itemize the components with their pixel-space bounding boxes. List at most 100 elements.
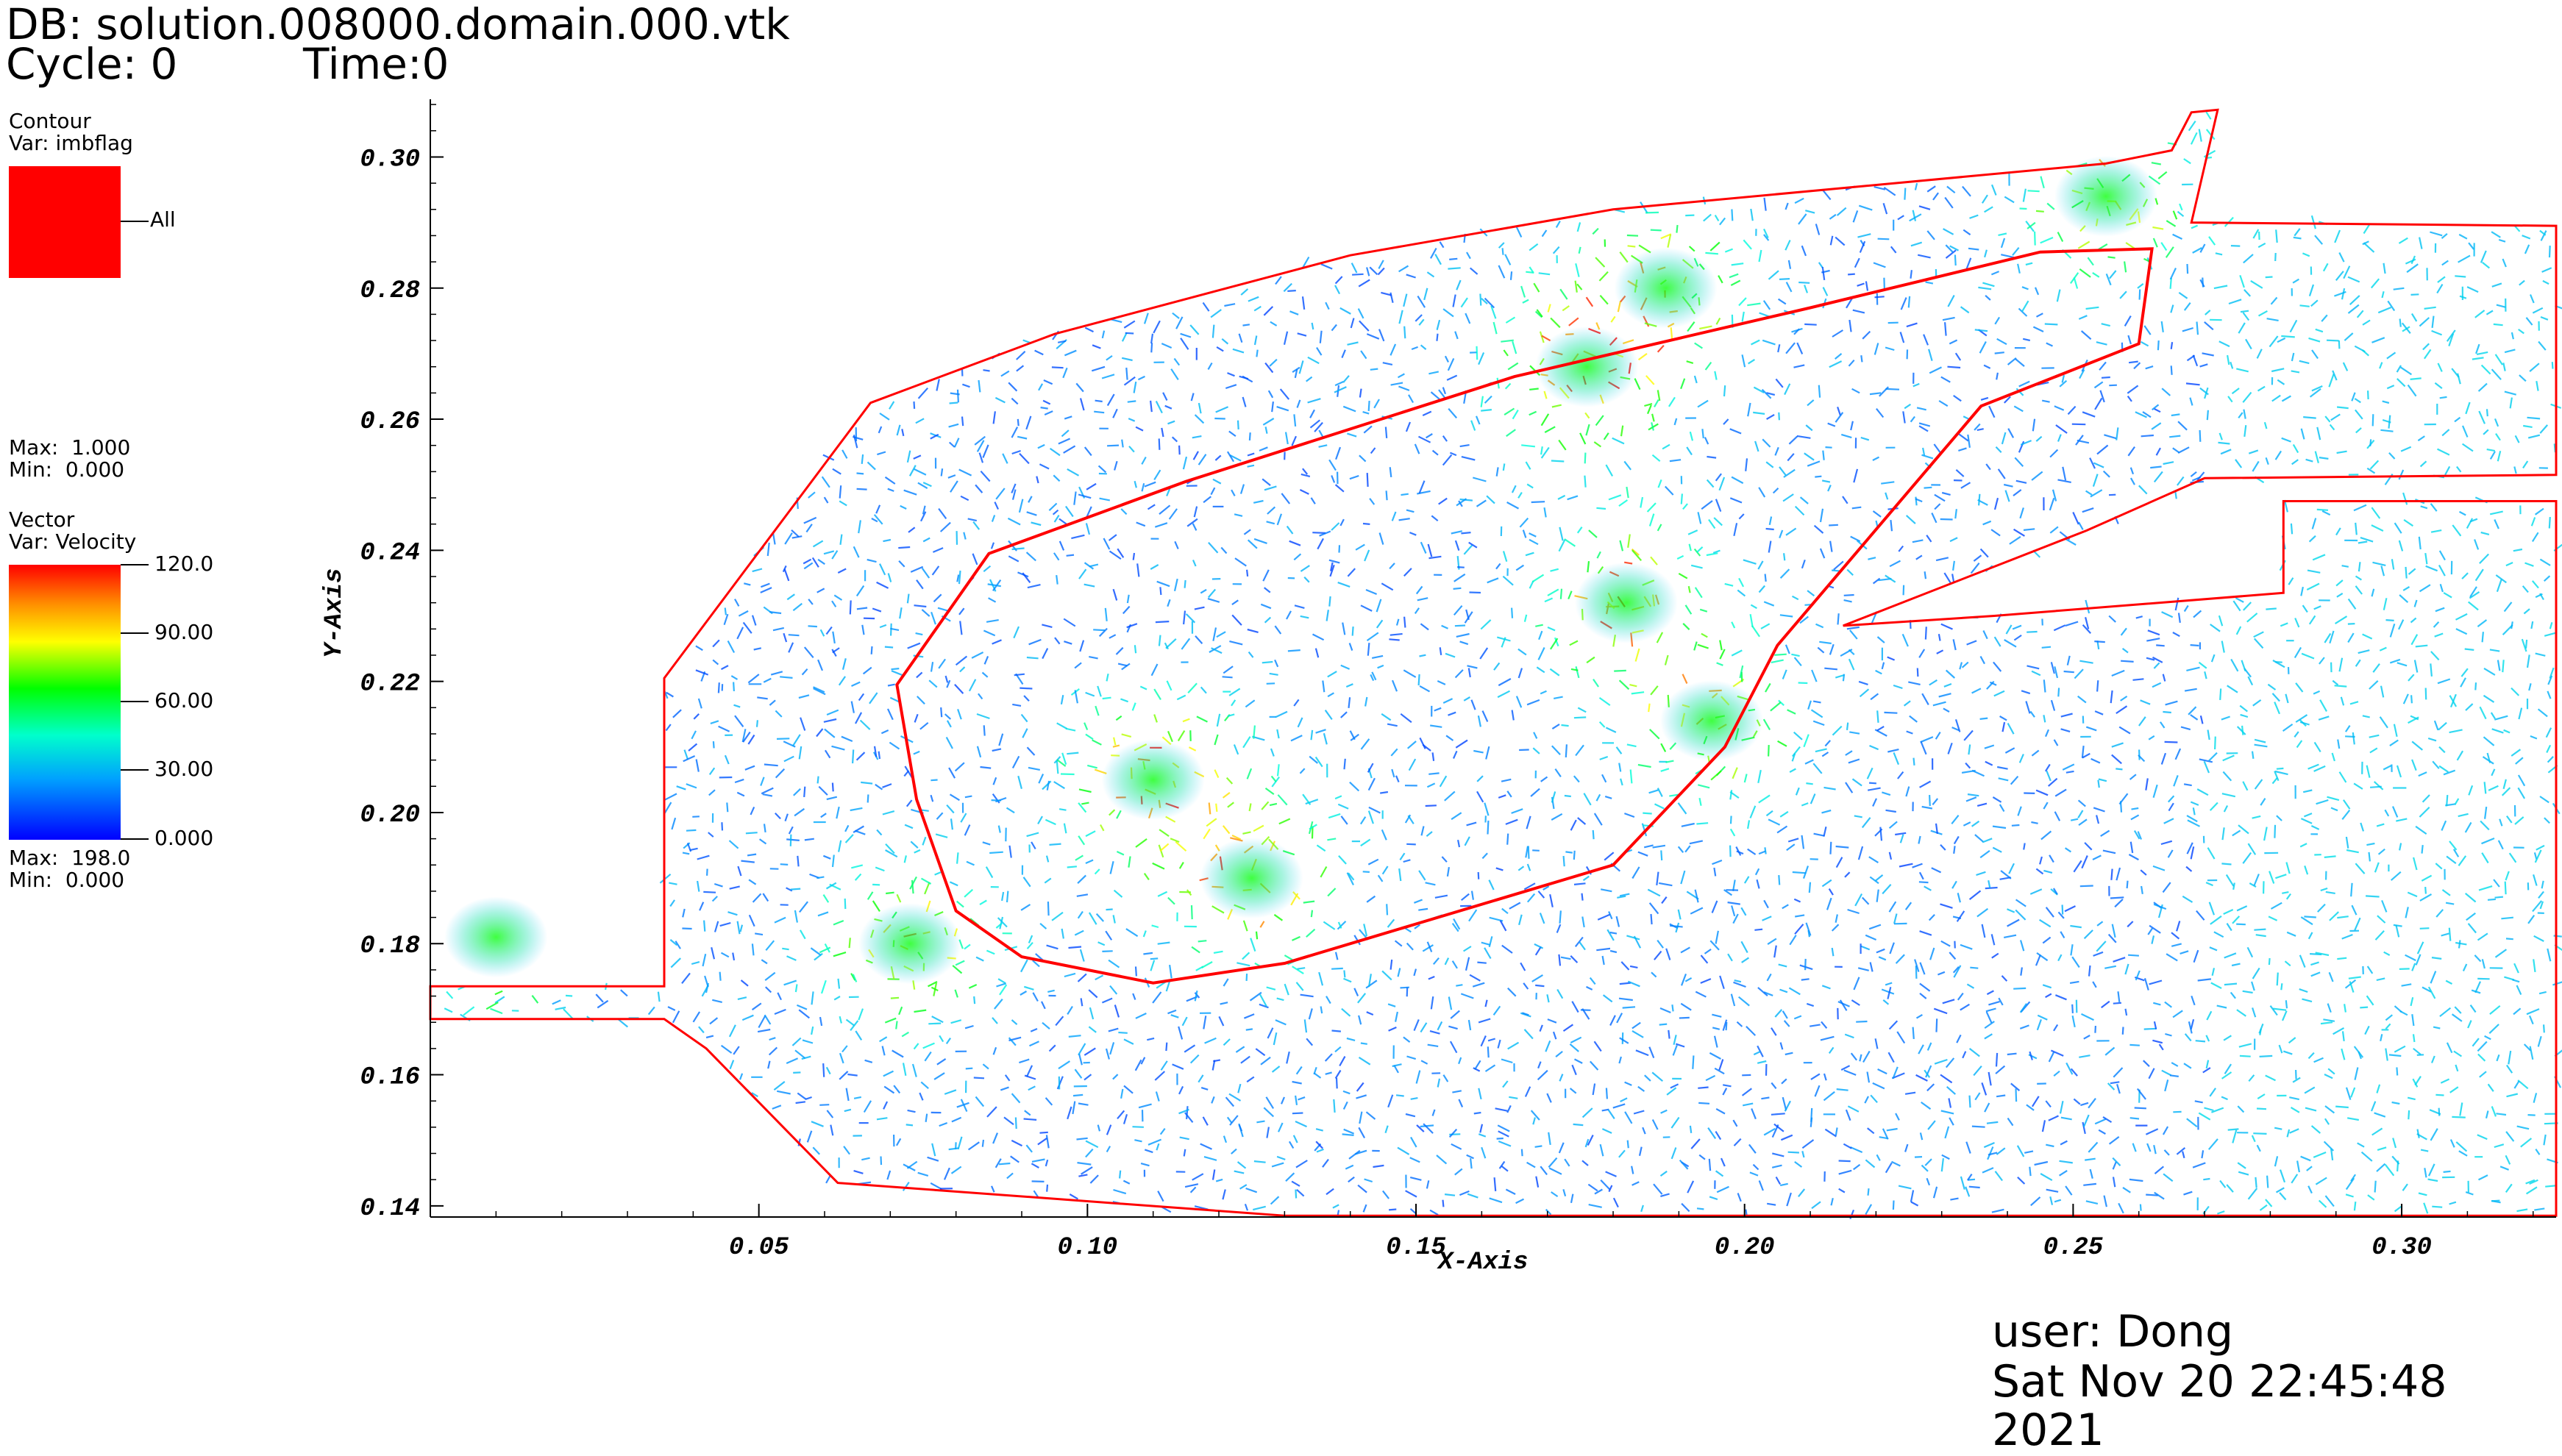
velocity-vector xyxy=(1200,1144,1212,1149)
velocity-vector xyxy=(1682,824,1695,827)
velocity-vector xyxy=(2444,593,2452,597)
velocity-vector xyxy=(2173,235,2182,239)
velocity-vector xyxy=(1538,1071,1548,1080)
velocity-vector xyxy=(1290,311,1299,315)
velocity-vector xyxy=(1324,733,1327,744)
velocity-vector xyxy=(889,743,899,749)
velocity-vector xyxy=(1254,1161,1266,1163)
velocity-vector xyxy=(1596,415,1604,426)
velocity-vector xyxy=(1785,240,1790,251)
velocity-vector xyxy=(2099,362,2106,370)
velocity-vector xyxy=(1903,634,1908,646)
velocity-vector xyxy=(1932,799,1937,804)
velocity-vector xyxy=(2035,288,2038,295)
velocity-vector xyxy=(1197,716,1208,721)
velocity-vector xyxy=(2243,313,2249,321)
velocity-vector xyxy=(975,485,982,493)
velocity-vector xyxy=(1600,698,1610,705)
velocity-vector xyxy=(1578,527,1582,533)
velocity-vector xyxy=(2299,989,2308,992)
velocity-vector xyxy=(868,794,869,802)
velocity-vector xyxy=(1121,509,1126,514)
velocity-vector xyxy=(1759,1181,1763,1191)
velocity-vector xyxy=(1804,453,1814,460)
velocity-vector xyxy=(2104,471,2110,477)
velocity-vector xyxy=(2082,746,2084,758)
velocity-vector xyxy=(691,962,700,964)
velocity-vector xyxy=(2491,713,2495,718)
velocity-vector xyxy=(2240,1056,2251,1057)
velocity-vector xyxy=(804,563,812,569)
velocity-vector xyxy=(1545,507,1546,517)
velocity-vector xyxy=(2389,453,2395,459)
velocity-vector xyxy=(2381,686,2383,698)
velocity-vector xyxy=(1229,641,1242,644)
velocity-vector xyxy=(1690,432,1693,440)
velocity-vector xyxy=(983,842,991,844)
velocity-vector xyxy=(2337,593,2343,597)
velocity-vector xyxy=(1390,467,1392,477)
velocity-vector xyxy=(1890,902,1896,912)
velocity-vector xyxy=(1366,980,1377,988)
velocity-vector xyxy=(2310,536,2316,542)
velocity-vector xyxy=(1494,1006,1501,1015)
velocity-vector xyxy=(1499,265,1505,278)
velocity-vector xyxy=(2095,711,2103,715)
velocity-vector xyxy=(754,648,761,649)
velocity-vector xyxy=(2329,374,2333,388)
velocity-vector xyxy=(2479,411,2485,424)
velocity-vector xyxy=(1078,1104,1089,1105)
velocity-vector xyxy=(1940,904,1953,907)
velocity-vector xyxy=(1031,1163,1039,1168)
velocity-vector xyxy=(2237,627,2241,635)
velocity-vector xyxy=(1465,837,1470,846)
velocity-vector xyxy=(2010,537,2021,544)
velocity-vector xyxy=(1007,808,1015,813)
velocity-vector xyxy=(1424,288,1427,300)
velocity-vector xyxy=(446,992,452,999)
velocity-vector xyxy=(1957,1035,1960,1043)
velocity-vector xyxy=(2121,628,2127,635)
velocity-vector xyxy=(840,485,841,498)
velocity-vector xyxy=(1576,666,1579,678)
velocity-vector xyxy=(1815,749,1827,752)
velocity-vector xyxy=(2500,1166,2509,1170)
velocity-vector xyxy=(2286,863,2289,874)
velocity-vector xyxy=(1369,778,1375,790)
velocity-vector xyxy=(1214,952,1223,953)
velocity-vector xyxy=(1336,485,1344,492)
velocity-vector xyxy=(956,657,967,665)
velocity-vector xyxy=(1551,569,1559,571)
velocity-vector xyxy=(2375,1181,2376,1193)
velocity-vector xyxy=(2042,401,2049,402)
velocity-vector xyxy=(1798,214,1807,224)
velocity-vector xyxy=(1238,1084,1240,1093)
velocity-vector xyxy=(1586,1139,1589,1147)
velocity-vector xyxy=(2224,984,2237,985)
velocity-vector xyxy=(669,883,677,885)
velocity-vector xyxy=(1964,731,1973,741)
velocity-vector xyxy=(919,388,928,399)
velocity-vector xyxy=(2049,1116,2059,1120)
velocity-vector xyxy=(2018,1177,2025,1184)
velocity-vector xyxy=(1975,1093,1979,1100)
velocity-vector xyxy=(2200,430,2201,442)
velocity-vector xyxy=(1085,447,1092,455)
velocity-vector xyxy=(2079,661,2093,663)
velocity-vector xyxy=(877,582,889,588)
velocity-vector xyxy=(1814,834,1825,836)
velocity-vector xyxy=(1554,697,1562,699)
velocity-vector xyxy=(1987,991,1993,994)
velocity-vector xyxy=(1517,696,1521,708)
velocity-vector xyxy=(2399,595,2408,602)
velocity-vector xyxy=(1526,1087,1530,1097)
velocity-vector xyxy=(1214,770,1218,778)
velocity-vector xyxy=(1181,334,1191,338)
velocity-vector xyxy=(2266,457,2269,464)
velocity-vector xyxy=(1264,1107,1273,1116)
velocity-vector xyxy=(1972,688,1981,693)
velocity-vector xyxy=(992,1186,994,1192)
velocity-vector xyxy=(1733,768,1737,779)
velocity-vector xyxy=(2079,800,2086,806)
velocity-vector xyxy=(1732,622,1734,628)
